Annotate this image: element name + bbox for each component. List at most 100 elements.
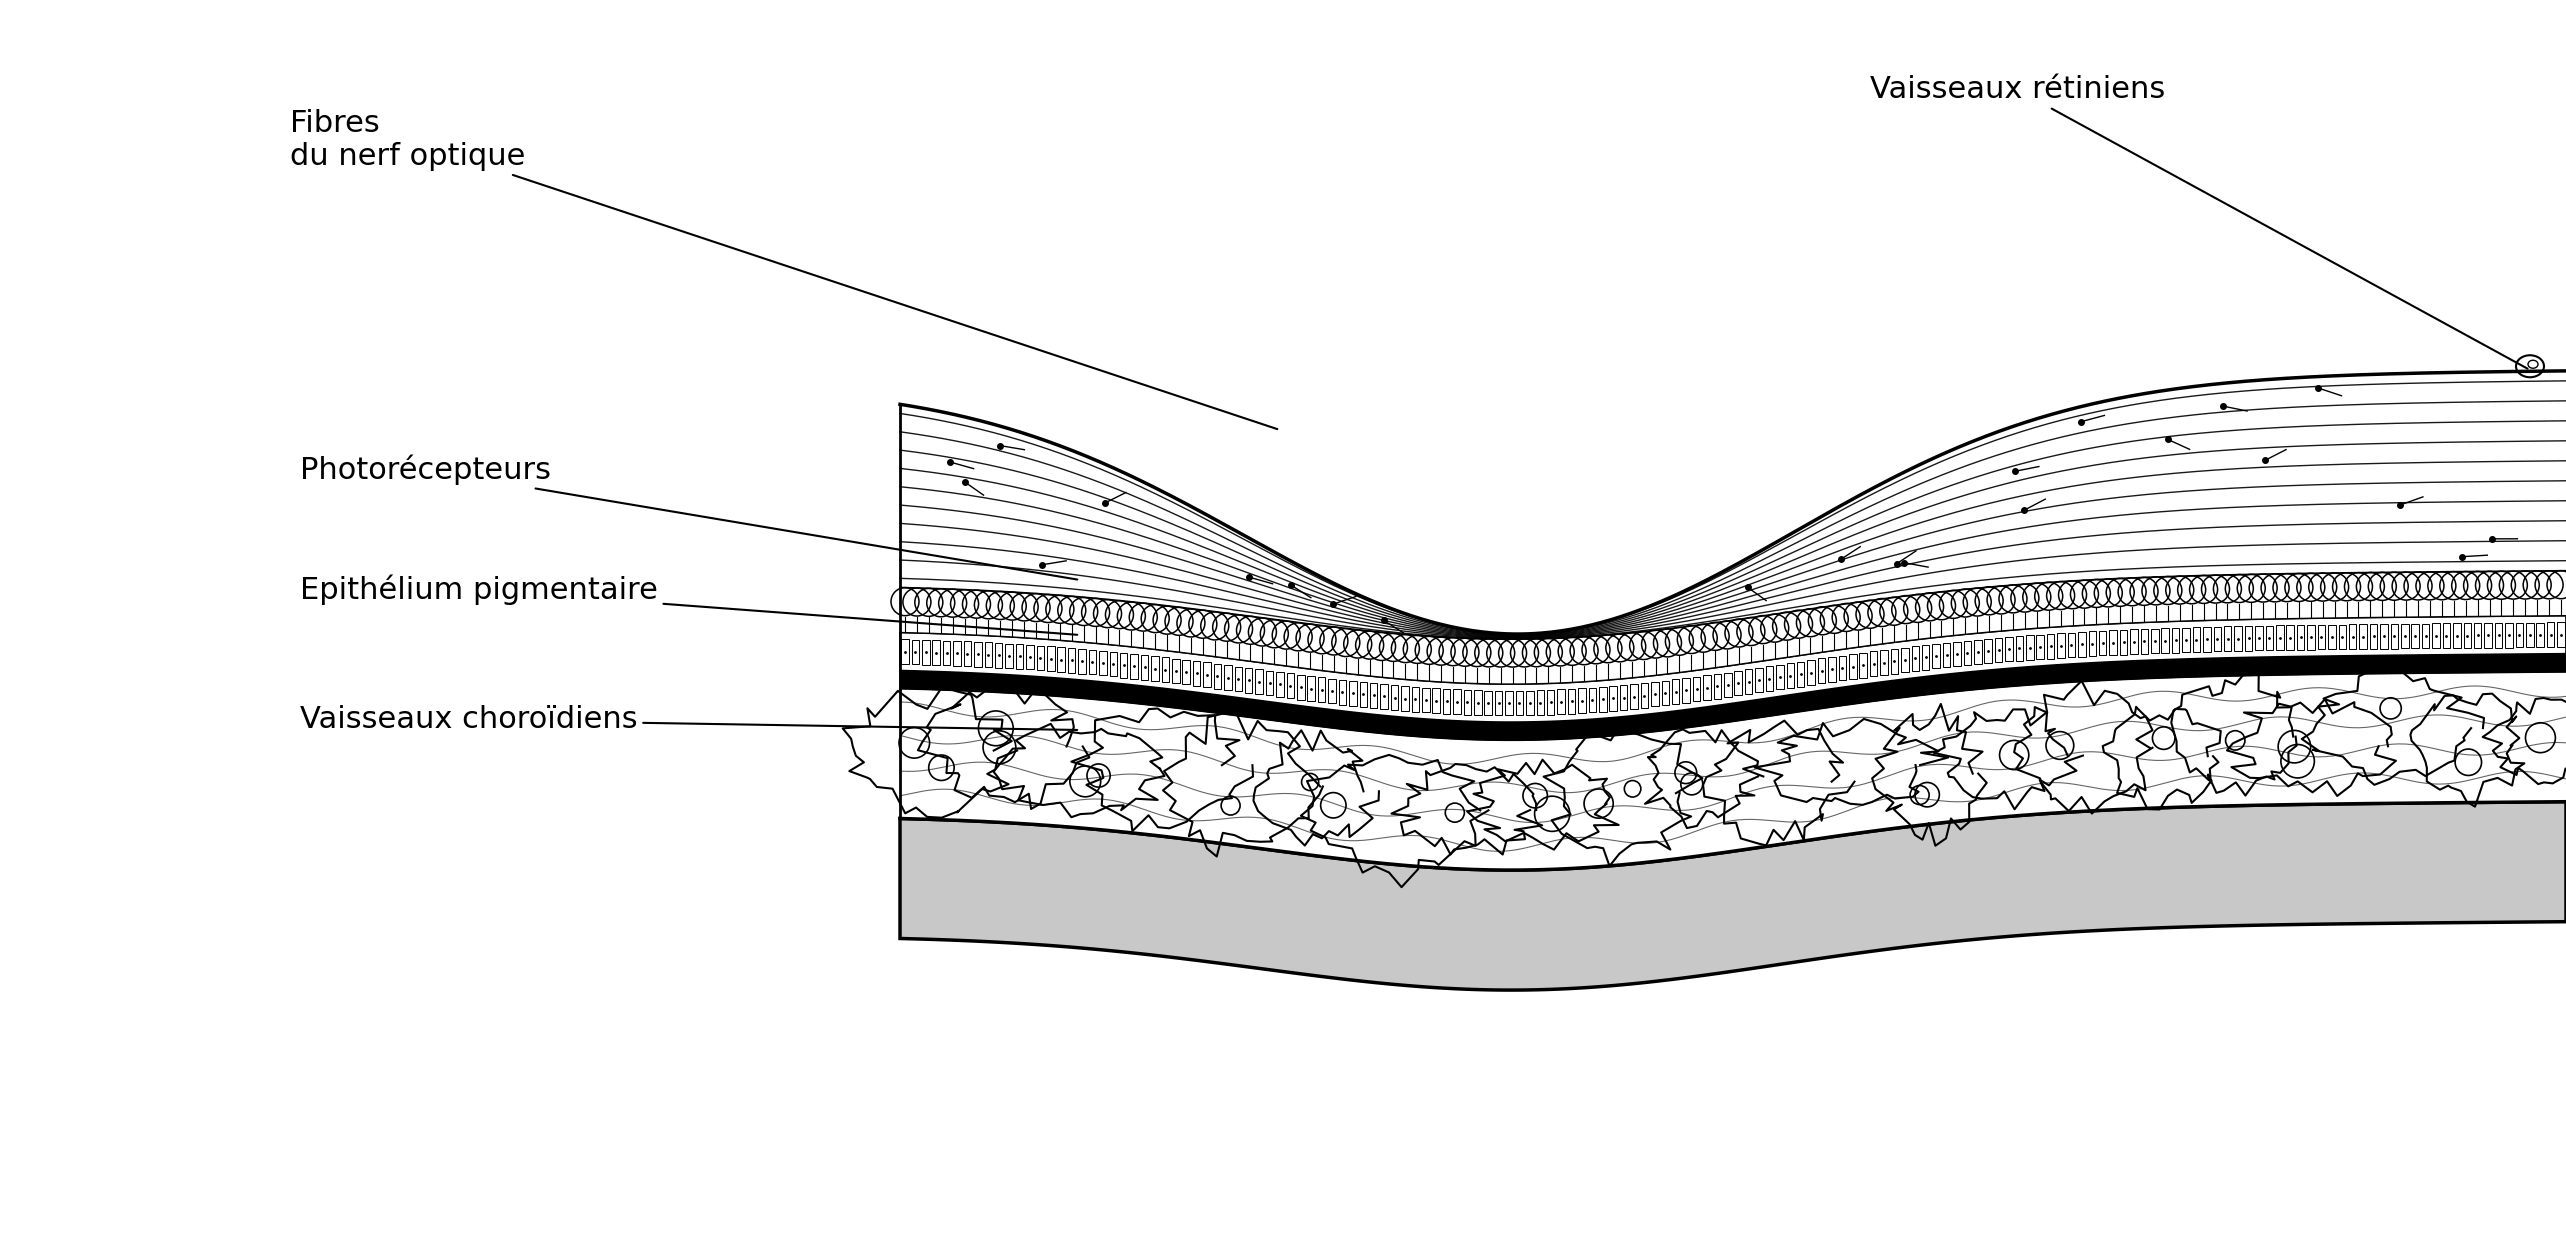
- Bar: [1640, 683, 1647, 707]
- Bar: [1037, 646, 1044, 670]
- Bar: [1901, 648, 1909, 673]
- Bar: [1942, 643, 1950, 668]
- Bar: [1265, 670, 1273, 695]
- Bar: [2245, 626, 2253, 650]
- Bar: [1650, 681, 1658, 706]
- Bar: [1275, 672, 1283, 696]
- Bar: [1183, 660, 1191, 684]
- Bar: [1047, 647, 1055, 672]
- Bar: [1401, 686, 1409, 711]
- Bar: [2150, 628, 2158, 653]
- Bar: [2338, 624, 2345, 649]
- Bar: [1558, 689, 1565, 714]
- Bar: [921, 639, 929, 664]
- Bar: [2392, 624, 2399, 648]
- Bar: [1350, 681, 1357, 706]
- Bar: [1203, 663, 1211, 686]
- Bar: [1578, 689, 1586, 714]
- Bar: [975, 642, 983, 667]
- Bar: [1673, 679, 1681, 704]
- Bar: [2504, 623, 2512, 648]
- Bar: [1119, 653, 1126, 678]
- Bar: [996, 643, 1003, 668]
- Bar: [1496, 690, 1504, 715]
- Bar: [1088, 649, 1096, 674]
- Bar: [1806, 660, 1814, 685]
- Polygon shape: [901, 616, 2566, 722]
- Bar: [965, 642, 973, 667]
- Bar: [1473, 690, 1481, 715]
- Polygon shape: [901, 571, 2566, 684]
- Bar: [2358, 624, 2366, 649]
- Bar: [1486, 690, 1491, 715]
- Bar: [911, 639, 919, 664]
- Bar: [1224, 665, 1232, 690]
- Bar: [2548, 622, 2553, 647]
- Bar: [1057, 647, 1065, 672]
- Bar: [2297, 626, 2304, 649]
- Bar: [1132, 654, 1137, 679]
- Bar: [2348, 624, 2356, 649]
- Bar: [2402, 623, 2409, 648]
- Bar: [2171, 628, 2179, 653]
- Text: Vaisseaux rétiniens: Vaisseaux rétiniens: [1871, 76, 2528, 369]
- Bar: [1694, 676, 1701, 701]
- Bar: [1391, 685, 1398, 710]
- Bar: [1850, 654, 1858, 679]
- Bar: [1309, 676, 1314, 701]
- Bar: [2484, 623, 2492, 648]
- Bar: [1078, 649, 1085, 674]
- Bar: [1142, 655, 1150, 680]
- Bar: [901, 639, 908, 664]
- Bar: [1817, 658, 1824, 683]
- Bar: [2266, 626, 2273, 650]
- Bar: [1527, 690, 1534, 715]
- Bar: [1214, 664, 1221, 689]
- Bar: [1860, 653, 1868, 678]
- Bar: [1786, 663, 1794, 688]
- Bar: [1714, 674, 1722, 699]
- Bar: [955, 641, 960, 665]
- Bar: [1296, 675, 1304, 700]
- Bar: [1683, 678, 1691, 703]
- Bar: [2276, 626, 2284, 650]
- Bar: [1932, 644, 1940, 669]
- Bar: [1827, 657, 1835, 681]
- Text: Photorécepteurs: Photorécepteurs: [300, 455, 1078, 580]
- Bar: [2204, 627, 2212, 652]
- Bar: [1609, 686, 1617, 711]
- Bar: [2256, 626, 2263, 650]
- Bar: [2089, 632, 2096, 655]
- Bar: [2058, 633, 2066, 658]
- Bar: [1339, 680, 1347, 705]
- Bar: [2037, 634, 2045, 659]
- Bar: [1255, 669, 1262, 694]
- Bar: [2327, 624, 2335, 649]
- Bar: [2443, 623, 2451, 648]
- Bar: [1994, 638, 2001, 663]
- Bar: [1381, 684, 1388, 709]
- Bar: [2017, 636, 2022, 660]
- Bar: [1891, 649, 1899, 674]
- Bar: [2225, 627, 2232, 652]
- Bar: [1871, 652, 1878, 676]
- Bar: [1016, 644, 1024, 669]
- Bar: [1329, 679, 1337, 704]
- Polygon shape: [901, 654, 2566, 740]
- Bar: [2181, 627, 2189, 652]
- Bar: [2027, 636, 2035, 660]
- Bar: [2371, 624, 2376, 649]
- Bar: [2317, 624, 2325, 649]
- Bar: [1953, 642, 1960, 667]
- Bar: [1506, 690, 1514, 715]
- Bar: [2463, 623, 2471, 648]
- Bar: [1463, 690, 1470, 715]
- Bar: [1517, 690, 1524, 715]
- Bar: [2048, 634, 2055, 659]
- Bar: [2161, 628, 2168, 653]
- Bar: [1442, 689, 1450, 714]
- Text: Epithélium pigmentaire: Epithélium pigmentaire: [300, 575, 1078, 634]
- Bar: [2078, 632, 2086, 657]
- Bar: [2130, 629, 2137, 654]
- Bar: [2381, 624, 2389, 649]
